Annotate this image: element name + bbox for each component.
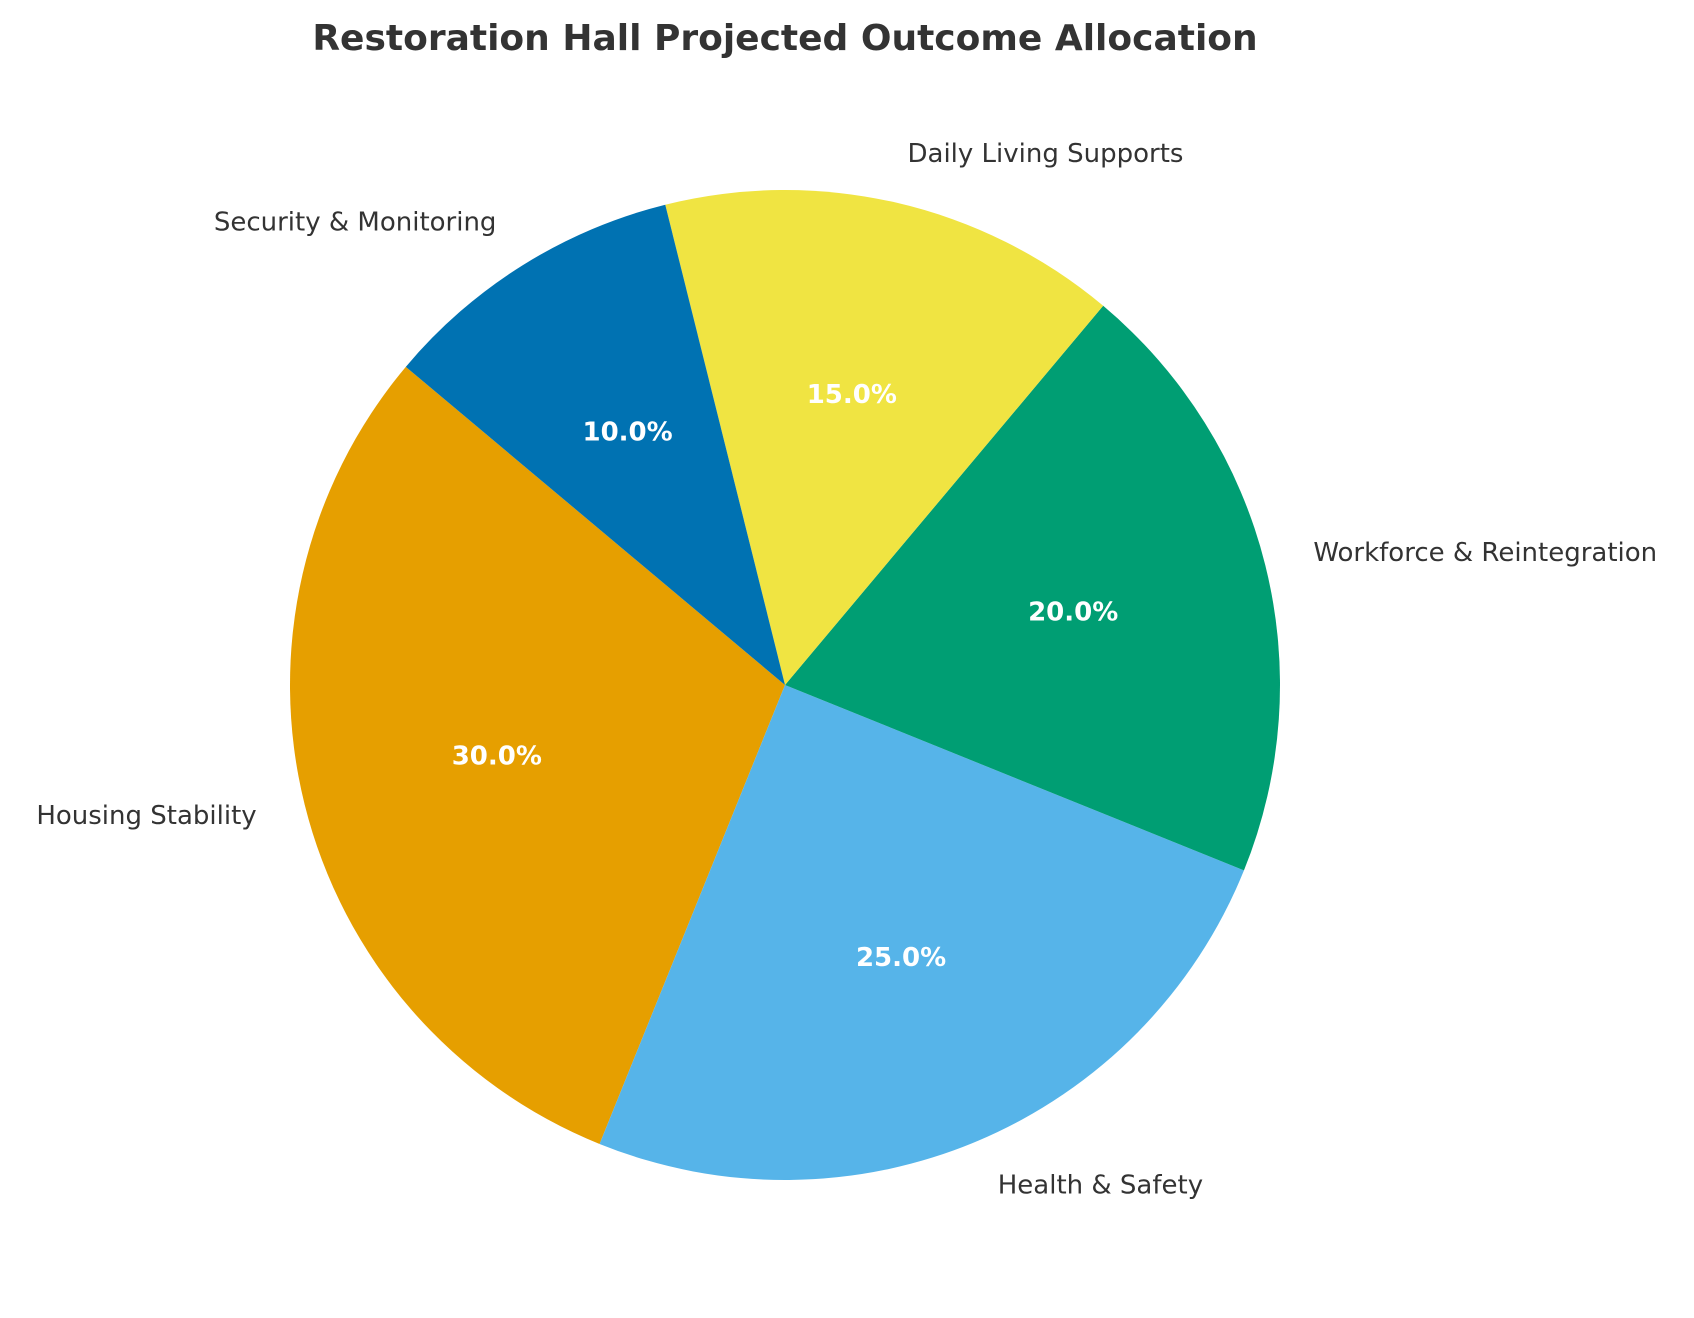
slice-label-health-and-safety: Health & Safety (998, 1171, 1203, 1201)
slice-label-daily-living-supports: Daily Living Supports (907, 139, 1183, 169)
slice-percent-housing-stability: 30.0% (452, 741, 542, 771)
slice-percent-health-and-safety: 25.0% (856, 943, 946, 973)
pie-slice-workforce-and-reintegration (785, 305, 1281, 871)
slice-percent-labels: 30.0% 25.0% 20.0% 15.0% 10.0% (452, 380, 1119, 973)
slice-percent-daily-living-supports: 15.0% (807, 380, 897, 410)
pie-slice-security-and-monitoring (405, 204, 785, 685)
slice-percent-security-and-monitoring: 10.0% (583, 418, 673, 448)
pie-slices (289, 190, 1281, 1181)
pie-slice-health-and-safety (599, 685, 1244, 1181)
slice-category-labels: Housing Stability Health & Safety Workforc… (36, 139, 1657, 1201)
slice-label-security-and-monitoring: Security & Monitoring (214, 208, 497, 238)
slice-label-workforce-and-reintegration: Workforce & Reintegration (1313, 538, 1657, 568)
slice-label-housing-stability: Housing Stability (36, 801, 256, 831)
pie-slice-daily-living-supports (665, 190, 1104, 686)
chart-title: Restoration Hall Projected Outcome Alloc… (312, 18, 1257, 59)
slice-percent-workforce-and-reintegration: 20.0% (1028, 598, 1118, 628)
pie-slice-housing-stability (289, 366, 785, 1144)
